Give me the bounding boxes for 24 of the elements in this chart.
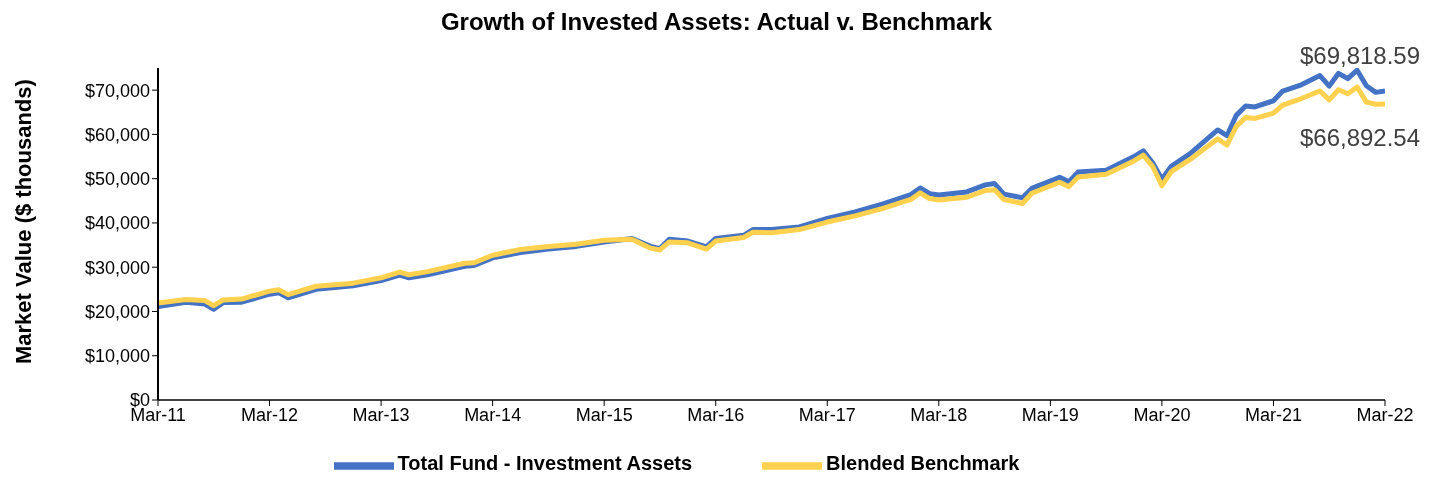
annotation: $69,818.59	[1299, 41, 1421, 69]
x-tick-label: Mar-15	[575, 404, 633, 425]
y-axis-title: Market Value ($ thousands)	[10, 79, 36, 364]
y-tick-label: $10,000	[84, 346, 150, 367]
x-tick-label: Mar-21	[1244, 404, 1302, 425]
chart-title: Growth of Invested Assets: Actual v. Benchmark	[439, 8, 994, 37]
y-tick-label: $60,000	[84, 124, 150, 145]
y-tick-label: $30,000	[84, 257, 150, 278]
x-tick-label: Mar-20	[1133, 404, 1191, 425]
x-tick-label: Mar-18	[910, 404, 968, 425]
y-tick-label: $70,000	[84, 80, 150, 101]
y-tick-label: $50,000	[84, 169, 150, 190]
x-tick-label: Mar-12	[241, 404, 299, 425]
x-tick-label: Mar-13	[352, 404, 410, 425]
x-tick-label: Mar-16	[687, 404, 745, 425]
x-tick-label: Mar-14	[464, 404, 522, 425]
annotation: $66,892.54	[1299, 123, 1421, 151]
x-tick-label: Mar-17	[798, 404, 856, 425]
y-tick-label: $40,000	[84, 213, 150, 234]
x-tick-label: Mar-22	[1356, 404, 1414, 425]
legend-label: Blended Benchmark	[826, 452, 1020, 475]
legend-label: Total Fund - Investment Assets	[397, 452, 693, 475]
x-tick-label: Mar-19	[1021, 404, 1079, 425]
y-tick-label: $20,000	[84, 301, 150, 322]
